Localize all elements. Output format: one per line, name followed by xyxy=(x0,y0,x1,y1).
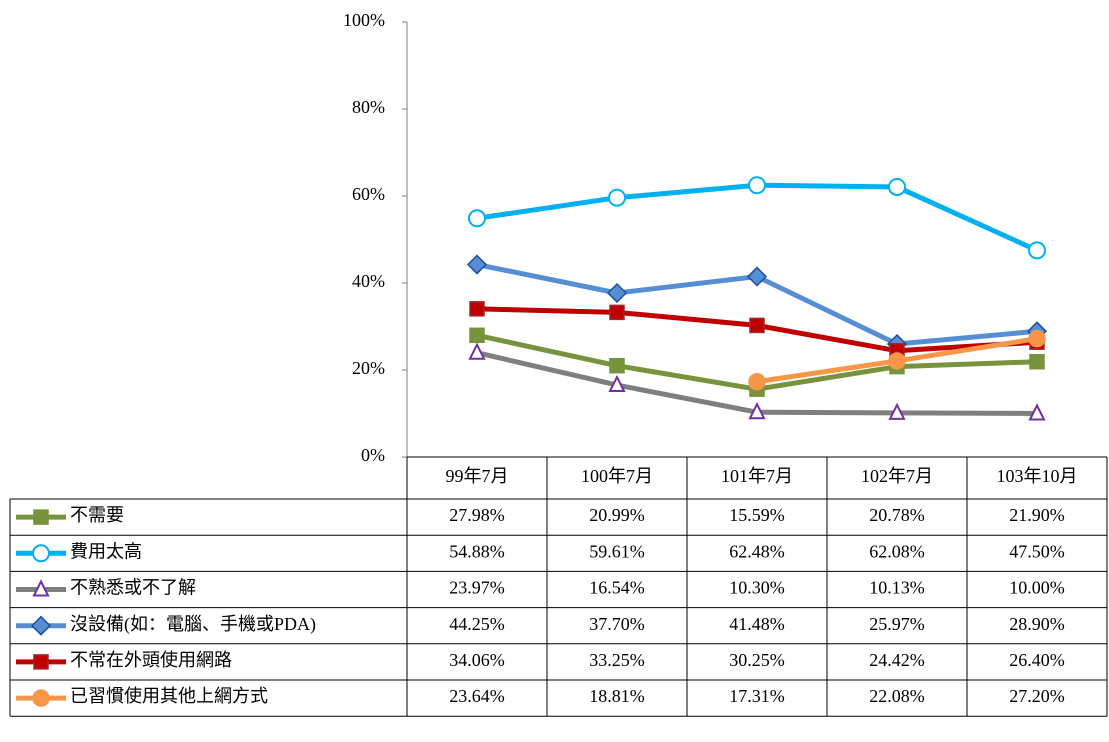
table-value: 20.78% xyxy=(869,505,925,525)
x-tick-label: 99年7月 xyxy=(446,466,509,486)
table-value: 27.98% xyxy=(449,505,505,525)
table-value: 37.70% xyxy=(589,614,645,634)
data-point xyxy=(609,357,625,374)
table-value: 17.31% xyxy=(729,686,785,706)
data-point xyxy=(746,266,768,287)
y-tick-label: 20% xyxy=(352,358,385,378)
data-point xyxy=(608,188,626,207)
table-value: 10.30% xyxy=(729,578,785,598)
data-point xyxy=(468,209,486,228)
legend-marker xyxy=(30,615,52,636)
y-tick-label: 0% xyxy=(361,445,385,465)
table-value: 23.64% xyxy=(449,686,505,706)
legend-marker xyxy=(32,689,50,707)
legend-label: 沒設備(如：電腦、手機或PDA) xyxy=(70,614,316,635)
table-value: 23.97% xyxy=(449,578,505,598)
table-value: 28.90% xyxy=(1009,614,1065,634)
table-value: 15.59% xyxy=(729,505,785,525)
table-value: 25.97% xyxy=(869,614,925,634)
table-value: 27.20% xyxy=(1009,686,1065,706)
data-point xyxy=(466,254,488,275)
table-value: 16.54% xyxy=(589,578,645,598)
x-tick-label: 102年7月 xyxy=(861,466,933,486)
table-value: 30.25% xyxy=(729,650,785,670)
data-point xyxy=(888,352,906,370)
legend-marker xyxy=(32,544,50,563)
table-value: 21.90% xyxy=(1009,505,1065,525)
table-value: 10.00% xyxy=(1009,578,1065,598)
data-point xyxy=(608,374,626,393)
data-point xyxy=(749,317,765,334)
legend-label: 費用太高 xyxy=(70,541,142,561)
table-value: 24.42% xyxy=(869,650,925,670)
data-point xyxy=(468,342,486,360)
table-value: 10.13% xyxy=(869,578,925,598)
table-value: 18.81% xyxy=(589,686,645,706)
table-value: 44.25% xyxy=(449,614,505,634)
table-value: 62.48% xyxy=(729,541,785,561)
x-tick-label: 100年7月 xyxy=(581,466,653,486)
data-point xyxy=(469,327,485,344)
table-value: 62.08% xyxy=(869,541,925,561)
data-point xyxy=(888,177,906,196)
data-point xyxy=(469,301,485,317)
legend-label: 不常在外頭使用網路 xyxy=(70,650,232,670)
table-value: 33.25% xyxy=(589,650,645,670)
legend-label: 不熟悉或不了解 xyxy=(70,578,196,598)
series-line xyxy=(476,182,1039,253)
table-value: 20.99% xyxy=(589,505,645,525)
legend-marker xyxy=(33,509,49,525)
legend-marker xyxy=(33,654,49,670)
table-value: 54.88% xyxy=(449,541,505,561)
table-value: 47.50% xyxy=(1009,541,1065,561)
data-point xyxy=(888,402,906,420)
x-tick-label: 101年7月 xyxy=(721,466,793,486)
table-value: 34.06% xyxy=(449,650,505,670)
data-point xyxy=(748,176,766,195)
table-value: 26.40% xyxy=(1009,650,1065,670)
table-value: 22.08% xyxy=(869,686,925,706)
legend-label: 不需要 xyxy=(70,505,124,525)
y-tick-label: 40% xyxy=(352,271,385,291)
legend-marker xyxy=(32,579,50,597)
data-point xyxy=(1029,353,1045,370)
y-tick-label: 100% xyxy=(343,10,385,30)
data-point xyxy=(748,372,766,391)
data-point xyxy=(748,401,766,420)
table-value: 41.48% xyxy=(729,614,785,634)
data-point xyxy=(1028,329,1046,348)
data-point xyxy=(1028,403,1046,421)
y-tick-label: 60% xyxy=(352,184,385,204)
data-point xyxy=(1028,241,1046,260)
x-tick-label: 103年10月 xyxy=(997,466,1078,486)
legend-label: 已習慣使用其他上網方式 xyxy=(70,686,268,706)
data-point xyxy=(606,282,628,304)
y-tick-label: 80% xyxy=(352,97,385,117)
data-point xyxy=(609,304,625,321)
table-value: 59.61% xyxy=(589,541,645,561)
